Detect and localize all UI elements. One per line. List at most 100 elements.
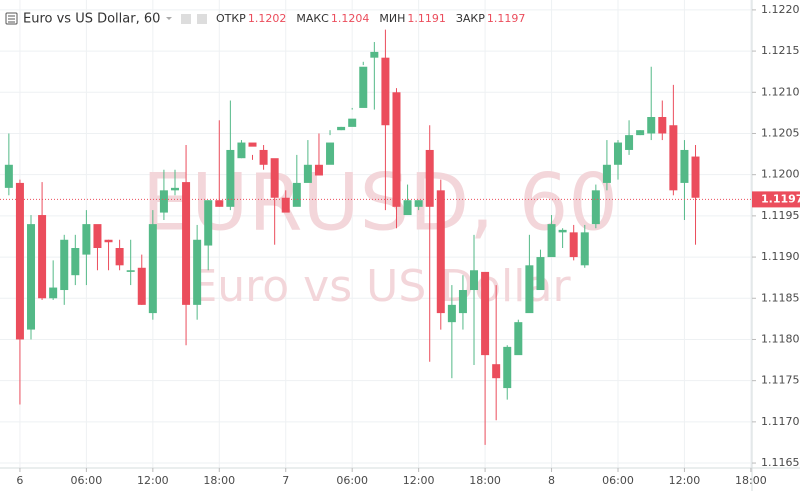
candle-body bbox=[82, 224, 91, 255]
candle-body bbox=[691, 156, 700, 198]
ohlc-value: 1.1204 bbox=[331, 12, 370, 25]
candle-body bbox=[392, 92, 401, 207]
candle-body bbox=[259, 149, 268, 165]
candle-body bbox=[193, 239, 202, 305]
candle-body bbox=[636, 130, 645, 136]
x-tick-label: 18:00 bbox=[203, 474, 235, 487]
candle-body bbox=[514, 322, 523, 356]
y-tick-label: 1.1200 bbox=[761, 168, 800, 181]
y-tick-label: 1.1215 bbox=[761, 44, 800, 57]
y-tick-label: 1.1170 bbox=[761, 415, 800, 428]
candle-body bbox=[381, 57, 390, 126]
y-tick-label: 1.1185 bbox=[761, 291, 800, 304]
candle-body bbox=[658, 117, 667, 134]
candle-body bbox=[237, 142, 246, 159]
candle-body bbox=[60, 239, 69, 291]
candle-body bbox=[414, 200, 423, 207]
y-tick-label: 1.1220 bbox=[761, 3, 800, 16]
candle-body bbox=[602, 164, 611, 183]
candle-body bbox=[492, 364, 501, 379]
candle-body bbox=[115, 248, 124, 266]
candle-body bbox=[226, 149, 235, 207]
candle-body bbox=[359, 66, 368, 108]
candle-body bbox=[647, 117, 656, 134]
y-tick-label: 1.1190 bbox=[761, 250, 800, 263]
candle-body bbox=[159, 190, 168, 213]
candle-body bbox=[148, 224, 157, 314]
candle-body bbox=[38, 215, 47, 299]
candle-body bbox=[591, 190, 600, 225]
candle-body bbox=[93, 224, 102, 249]
candle-body bbox=[536, 257, 545, 291]
candle-body bbox=[470, 270, 479, 291]
ohlc-name: МАКС bbox=[296, 12, 329, 25]
candle-body bbox=[558, 229, 567, 233]
candle-body bbox=[370, 51, 379, 58]
ohlc-value: 1.1197 bbox=[487, 12, 526, 25]
x-tick-label: 06:00 bbox=[71, 474, 103, 487]
candle-body bbox=[680, 149, 689, 183]
x-tick-label: 06:00 bbox=[336, 474, 368, 487]
symbol-title: Euro vs US Dollar, 60 bbox=[23, 12, 160, 27]
y-tick-label: 1.1165 bbox=[761, 456, 800, 469]
dropdown-arrow[interactable] bbox=[166, 17, 172, 20]
candle-body bbox=[126, 270, 135, 272]
x-tick-label: 12:00 bbox=[403, 474, 435, 487]
candle-body bbox=[403, 200, 412, 216]
menu-icon[interactable] bbox=[5, 12, 18, 25]
candle-body bbox=[4, 164, 13, 188]
candle-body bbox=[425, 149, 434, 207]
y-tick-label: 1.1195 bbox=[761, 209, 800, 222]
ohlc-values: ОТКР 1.1202 МАКС 1.1204 МИН 1.1191 ЗАКР 1.1197 bbox=[216, 12, 525, 25]
candle-body bbox=[182, 182, 191, 305]
ohlc-value: 1.1191 bbox=[407, 12, 446, 25]
x-tick-label: 18:00 bbox=[469, 474, 501, 487]
candle-body bbox=[215, 200, 224, 207]
x-tick-label: 8 bbox=[548, 474, 555, 487]
candle-body bbox=[481, 271, 490, 356]
candle-body bbox=[326, 142, 335, 165]
candle-body bbox=[104, 239, 113, 243]
hide-icon[interactable] bbox=[181, 14, 191, 24]
candle-body bbox=[49, 287, 58, 299]
candle-body bbox=[348, 118, 357, 127]
candle-body bbox=[525, 265, 534, 314]
candle-body bbox=[458, 290, 467, 314]
ohlc-value: 1.1202 bbox=[248, 12, 287, 25]
candle-body bbox=[204, 200, 213, 246]
x-tick-label: 18:00 bbox=[735, 474, 767, 487]
x-tick-label: 7 bbox=[282, 474, 289, 487]
candle-body bbox=[314, 164, 323, 176]
candle-body bbox=[337, 126, 346, 131]
candle-body bbox=[137, 267, 146, 305]
ohlc-name: ЗАКР bbox=[456, 12, 485, 25]
last-price-badge bbox=[752, 191, 800, 208]
candle-body bbox=[27, 224, 36, 330]
candle-body bbox=[547, 224, 556, 258]
y-tick-label: 1.1210 bbox=[761, 85, 800, 98]
y-tick-label: 1.1180 bbox=[761, 332, 800, 345]
x-tick-label: 06:00 bbox=[602, 474, 634, 487]
candle-body bbox=[569, 232, 578, 258]
candle-body bbox=[281, 197, 290, 213]
candle-body bbox=[303, 164, 312, 183]
candle-body bbox=[15, 182, 24, 340]
x-tick-label: 6 bbox=[16, 474, 23, 487]
candle-body bbox=[503, 346, 512, 389]
last-price-label: 1.1197 bbox=[761, 192, 800, 205]
candle-body bbox=[170, 187, 179, 191]
y-tick-label: 1.1175 bbox=[761, 374, 800, 387]
candles bbox=[0, 29, 752, 445]
settings-icon[interactable] bbox=[197, 14, 207, 24]
y-tick-label: 1.1205 bbox=[761, 126, 800, 139]
ohlc-name: ОТКР bbox=[216, 12, 246, 25]
candle-body bbox=[248, 142, 257, 147]
candle-body bbox=[625, 135, 634, 150]
x-tick-label: 12:00 bbox=[669, 474, 701, 487]
header: Euro vs US Dollar, 60 ОТКР 1.1202 МАКС 1.12… bbox=[5, 12, 525, 27]
candle-body bbox=[292, 182, 301, 207]
axes: 1.1165 1.1170 1.1175 1.1180 1.1185 1.1190 1.11… bbox=[16, 3, 800, 487]
candle-body bbox=[71, 248, 80, 276]
